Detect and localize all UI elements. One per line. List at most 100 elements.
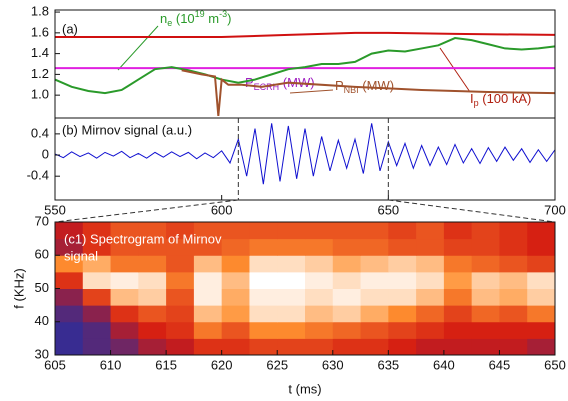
cell <box>305 255 334 273</box>
y-axis-label: f (KHz) <box>11 268 26 308</box>
cell <box>277 305 306 323</box>
ip-label: Ip (100 kA) <box>470 91 531 108</box>
t: ECRH <box>254 82 280 92</box>
y-tick-label: 0 <box>42 146 49 161</box>
cell <box>277 222 306 240</box>
t: ) <box>227 11 231 26</box>
ne-label: ne (1019 m-3) <box>160 9 231 28</box>
cell <box>138 321 167 339</box>
cell <box>221 321 250 339</box>
cell <box>332 255 362 273</box>
cell <box>138 222 167 240</box>
cell <box>388 271 417 289</box>
cell <box>443 238 473 256</box>
y-tick-label: 30 <box>35 346 49 361</box>
cell <box>305 338 334 356</box>
cell <box>305 288 334 306</box>
y-tick-label: 1.6 <box>31 24 49 39</box>
cell <box>305 305 334 323</box>
cell <box>249 338 278 356</box>
cell <box>221 338 250 356</box>
cell <box>138 238 167 256</box>
cell <box>471 238 500 256</box>
cell <box>388 338 417 356</box>
x-tick-label: 600 <box>211 202 233 217</box>
cell <box>249 288 278 306</box>
t: (100 kA) <box>479 91 532 106</box>
cell <box>443 305 473 323</box>
cell <box>471 255 500 273</box>
cell <box>388 222 417 240</box>
cell <box>388 255 417 273</box>
cell <box>82 321 112 339</box>
cell <box>193 238 223 256</box>
series-line <box>181 69 556 117</box>
x-tick-label: 630 <box>322 357 344 372</box>
cell <box>55 222 84 240</box>
y-tick-label: 0.4 <box>31 125 49 140</box>
t: e <box>167 18 172 28</box>
panel-label: (a) <box>62 21 78 36</box>
panel-label: (b) Mirnov signal (a.u.) <box>62 122 192 137</box>
cell <box>193 338 223 356</box>
cell <box>138 338 167 356</box>
cell <box>221 271 250 289</box>
cell <box>110 321 139 339</box>
cell <box>277 338 306 356</box>
x-tick-label: 605 <box>44 357 66 372</box>
cell <box>82 238 112 256</box>
cell <box>55 288 84 306</box>
y-tick-label: -0.4 <box>27 168 49 183</box>
cell <box>443 321 473 339</box>
cell <box>55 255 84 273</box>
cell <box>55 271 84 289</box>
cell <box>277 321 306 339</box>
cell <box>388 321 417 339</box>
cell <box>55 321 84 339</box>
cell <box>277 255 306 273</box>
spectrogram <box>55 222 556 356</box>
cell <box>138 271 167 289</box>
cell <box>110 338 139 356</box>
cell <box>55 238 84 256</box>
cell <box>471 288 500 306</box>
t: (10 <box>172 11 194 26</box>
t: m <box>205 11 219 26</box>
cell <box>360 288 389 306</box>
cell <box>499 255 528 273</box>
x-tick-label: 550 <box>44 202 66 217</box>
cell <box>360 255 389 273</box>
cell <box>499 238 528 256</box>
cell <box>221 222 250 240</box>
cell <box>138 255 167 273</box>
cell <box>110 255 139 273</box>
x-tick-label: 640 <box>433 357 455 372</box>
cell <box>332 338 362 356</box>
t: p <box>474 98 479 108</box>
t: 19 <box>195 9 205 19</box>
cell <box>471 271 500 289</box>
cell <box>332 288 362 306</box>
cell <box>416 288 445 306</box>
cell <box>388 288 417 306</box>
cell <box>221 288 250 306</box>
t: P <box>245 75 254 90</box>
cell <box>221 255 250 273</box>
cell <box>221 305 250 323</box>
cell <box>249 255 278 273</box>
y-tick-label: 1.2 <box>31 66 49 81</box>
cell <box>110 305 139 323</box>
cell <box>82 255 112 273</box>
cell <box>443 222 473 240</box>
cell <box>305 238 334 256</box>
cell <box>416 321 445 339</box>
arrow <box>117 25 159 71</box>
cell <box>110 238 139 256</box>
x-tick-label: 650 <box>544 357 566 372</box>
cell <box>471 305 500 323</box>
cell <box>360 238 389 256</box>
cell <box>305 321 334 339</box>
cell <box>249 305 278 323</box>
y-tick-label: 1.0 <box>31 87 49 102</box>
cell <box>110 288 139 306</box>
